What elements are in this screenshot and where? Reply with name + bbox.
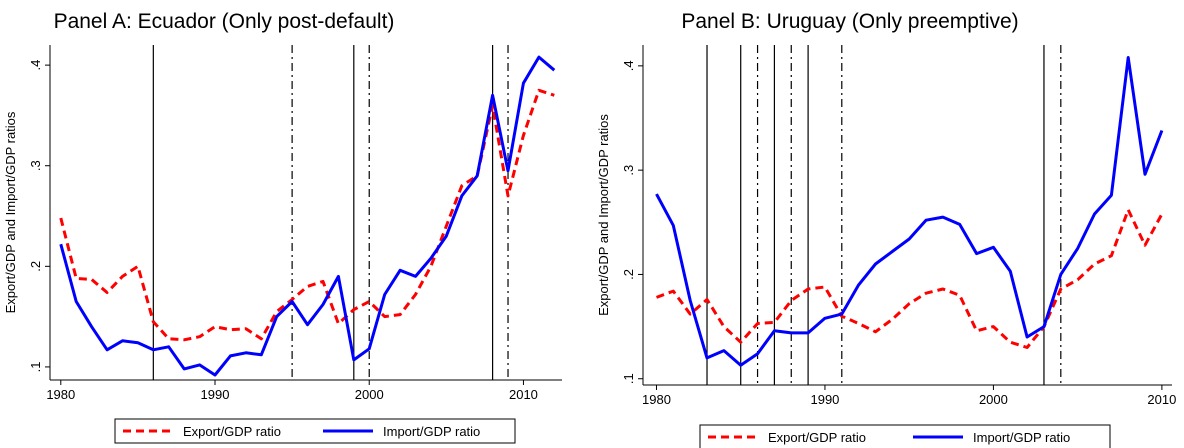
y-tick-label: .1 bbox=[28, 362, 43, 373]
x-tick-label: 1980 bbox=[46, 387, 75, 402]
x-tick-label: 1990 bbox=[810, 392, 839, 407]
x-tick-label: 2010 bbox=[509, 387, 538, 402]
y-tick-label: .2 bbox=[28, 261, 43, 272]
y-axis-label: Export/GDP and Import/GDP ratios bbox=[596, 114, 611, 316]
legend-label: Export/GDP ratio bbox=[768, 430, 866, 445]
series-line bbox=[655, 208, 1164, 349]
y-tick-label: .1 bbox=[621, 373, 636, 384]
chart-title: Panel B: Uruguay (Only preemptive) bbox=[681, 10, 1018, 33]
y-tick-label: .3 bbox=[621, 165, 636, 176]
legend-label: Import/GDP ratio bbox=[973, 430, 1070, 445]
y-tick-label: .4 bbox=[621, 60, 636, 71]
legend-box bbox=[114, 418, 516, 444]
x-tick-label: 2000 bbox=[355, 387, 384, 402]
legend-box bbox=[699, 424, 1111, 448]
legend-label: Export/GDP ratio bbox=[183, 424, 281, 439]
y-tick-label: .2 bbox=[621, 269, 636, 280]
y-axis-label: Export/GDP and Import/GDP ratios bbox=[3, 111, 18, 313]
series-line bbox=[59, 88, 555, 342]
series-line bbox=[655, 56, 1164, 367]
x-tick-label: 1980 bbox=[642, 392, 671, 407]
legend-label: Import/GDP ratio bbox=[383, 424, 480, 439]
x-tick-label: 2010 bbox=[1147, 392, 1176, 407]
y-tick-label: .3 bbox=[28, 160, 43, 171]
x-tick-label: 1990 bbox=[201, 387, 230, 402]
series-line bbox=[59, 55, 556, 377]
y-tick-label: .4 bbox=[28, 60, 43, 71]
x-tick-label: 2000 bbox=[979, 392, 1008, 407]
chart-title: Panel A: Ecuador (Only post-default) bbox=[54, 10, 395, 33]
